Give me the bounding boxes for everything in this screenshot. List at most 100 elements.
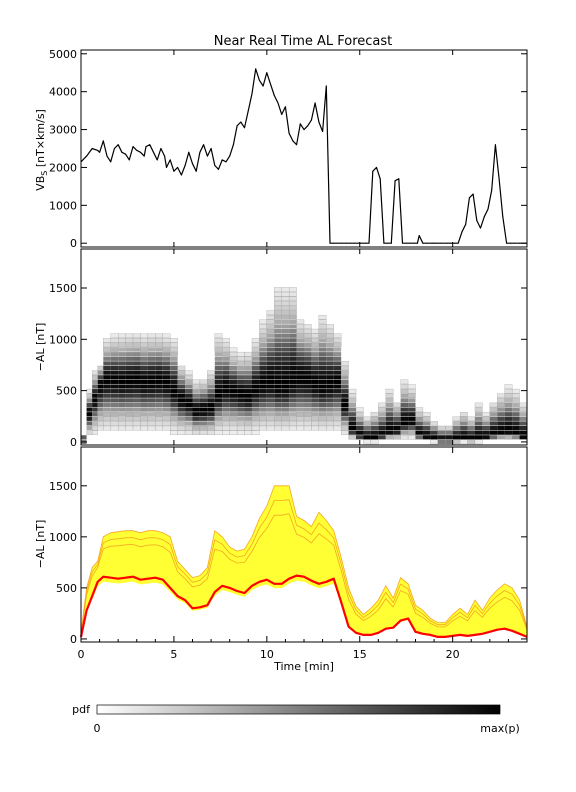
pdf-cell	[110, 402, 119, 408]
vbs-ytick-label: 0	[70, 237, 77, 250]
pdf-cell	[326, 421, 334, 426]
pdf-cell	[281, 393, 290, 398]
pdf-cell	[140, 421, 149, 426]
pdf-cell	[118, 347, 126, 352]
time-xtick-label: 5	[170, 648, 177, 661]
pdf-cell	[482, 425, 490, 431]
pdf-cell	[281, 356, 290, 361]
pdf-cell	[304, 402, 312, 408]
pdf-cell	[519, 425, 527, 431]
pdf-cell	[125, 365, 134, 371]
pdf-cell	[512, 430, 520, 435]
pdf-cell	[199, 407, 208, 412]
pdf-cell	[311, 375, 319, 380]
pdf-cell	[133, 375, 141, 380]
pdf-cell	[289, 333, 297, 338]
pdf-cell	[296, 328, 305, 334]
pdf-cell	[303, 333, 312, 338]
pdf-cell	[474, 407, 483, 412]
al-forecast-median-point	[392, 627, 394, 629]
vbs-point	[340, 242, 342, 244]
vbs-point	[494, 144, 496, 146]
pdf-cell	[222, 393, 230, 398]
pdf-cell	[237, 393, 245, 398]
pdf-cell	[103, 425, 111, 431]
pdf-cell	[512, 407, 520, 412]
vbs-point	[333, 242, 335, 244]
pdf-cell	[140, 393, 148, 398]
vbs-point	[353, 242, 355, 244]
pdf-cell	[259, 370, 267, 375]
pdf-cell	[303, 411, 312, 417]
pdf-cell	[229, 361, 238, 366]
pdf-cell	[118, 352, 126, 357]
pdf-cell	[274, 319, 282, 324]
al-forecast-median-point	[97, 581, 99, 583]
pdf-cell	[497, 407, 505, 412]
pdf-cell	[318, 379, 327, 384]
pdf-cell	[326, 425, 334, 431]
pdf-cell	[110, 370, 119, 375]
pdf-cell	[237, 375, 245, 380]
pdf-cell	[177, 370, 186, 375]
pdf-cell	[86, 421, 93, 426]
pdf-cell	[430, 425, 438, 431]
pdf-cell	[92, 421, 98, 426]
al-forecast-series	[79, 485, 528, 639]
pdf-cell	[110, 411, 119, 417]
pdf-cell	[170, 412, 178, 417]
vbs-point	[405, 242, 407, 244]
pdf-cell	[512, 402, 520, 408]
pdf-cell	[177, 393, 186, 398]
pdf-cell	[155, 342, 163, 348]
pdf-cell	[140, 352, 148, 357]
pdf-cell	[170, 375, 178, 380]
pdf-cell	[311, 389, 319, 394]
pdf-cell	[281, 416, 290, 422]
pdf-cell	[311, 352, 319, 357]
pdf-cell	[504, 425, 513, 431]
pdf-cell	[489, 402, 498, 408]
pdf-cell	[222, 430, 230, 435]
al-pdf-heatmap	[81, 287, 528, 445]
pdf-cell	[199, 421, 208, 426]
al-forecast-median-point	[489, 631, 491, 633]
pdf-cell	[237, 416, 245, 421]
time-xtick-label: 15	[353, 648, 367, 661]
pdf-cell	[192, 425, 201, 431]
pdf-cell	[303, 416, 312, 422]
pdf-cell	[244, 356, 253, 362]
vbs-point	[247, 110, 249, 112]
pdf-cell	[445, 439, 453, 444]
vbs-point	[258, 79, 260, 81]
pdf-cell	[318, 407, 327, 412]
pdf-cell	[192, 407, 200, 412]
pdf-cell	[170, 421, 178, 426]
pdf-cell	[118, 361, 126, 366]
pdf-cell	[452, 425, 461, 431]
pdf-cell	[452, 416, 461, 422]
pdf-cell	[133, 356, 141, 361]
pdf-cell	[289, 356, 297, 361]
vbs-point	[132, 146, 134, 148]
pdf-cell	[244, 379, 252, 384]
pdf-cell	[304, 379, 312, 384]
pdf-cell	[318, 338, 327, 343]
pdf-cell	[170, 398, 178, 403]
vbs-point	[229, 155, 231, 157]
pdf-cell	[236, 351, 245, 357]
pdf-cell	[92, 402, 98, 408]
vbs-point	[413, 242, 415, 244]
pdf-cell	[229, 379, 238, 384]
pdf-cell	[162, 347, 171, 352]
pdf-cell	[222, 370, 230, 375]
pdf-cell	[110, 389, 119, 394]
pdf-cell	[251, 425, 260, 431]
pdf-cell	[162, 352, 171, 357]
pdf-cell	[274, 287, 282, 292]
pdf-cell	[97, 416, 104, 422]
pdf-cell	[304, 352, 312, 357]
pdf-cell	[378, 425, 386, 431]
pdf-cell	[140, 342, 149, 348]
vbs-point	[221, 159, 223, 161]
